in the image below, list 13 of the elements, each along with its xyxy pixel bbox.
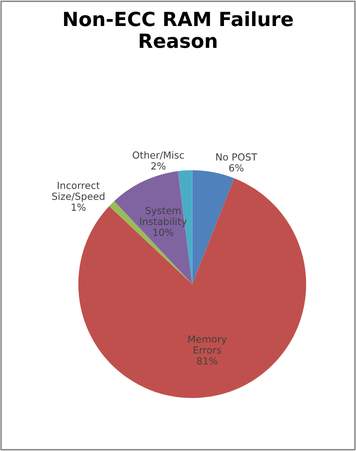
data-label: 2% xyxy=(151,162,166,170)
pie-slice xyxy=(192,170,234,284)
data-label: 81% xyxy=(197,357,218,365)
data-label: 1% xyxy=(72,203,86,211)
slice-label: Incorrect Size/Speed xyxy=(52,182,104,202)
data-label: 10% xyxy=(153,228,174,236)
pie-slice xyxy=(109,201,192,284)
slice-label: Other/Misc xyxy=(132,151,184,160)
chart-title: Non-ECC RAM Failure Reason xyxy=(64,11,293,48)
data-label: 6% xyxy=(229,164,244,172)
slice-label: No POST xyxy=(216,153,258,161)
slice-label: Memory Errors xyxy=(188,336,227,354)
pie-slice xyxy=(114,171,192,284)
